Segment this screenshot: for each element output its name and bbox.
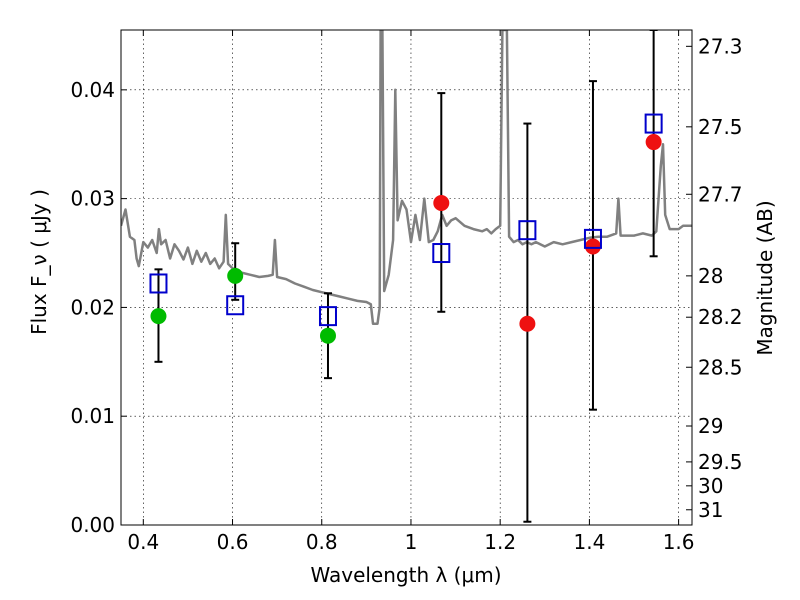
- y2-axis-label: Magnitude (AB): [753, 200, 777, 355]
- y2-tick-label: 27.5: [698, 115, 743, 139]
- y-tick-label: 0.02: [70, 295, 115, 319]
- x-axis-label: Wavelength λ (μm): [310, 563, 501, 587]
- x-tick-label: 0.4: [127, 530, 159, 554]
- y2-tick-label: 28.5: [698, 355, 743, 379]
- model-point: [432, 243, 451, 264]
- x-tick-label: 1: [405, 530, 418, 554]
- x-tick-label: 1.4: [573, 530, 605, 554]
- data-point: [227, 267, 244, 284]
- y2-tick-label: 31: [698, 498, 723, 522]
- data-point: [319, 327, 336, 344]
- data-point: [433, 194, 450, 211]
- y2-tick-label: 28.2: [698, 305, 743, 329]
- data-point: [584, 238, 601, 255]
- y-axis-label: Flux F_ν ( μJy ): [27, 189, 51, 335]
- y2-tick-label: 29: [698, 414, 723, 438]
- y2-tick-label: 29.5: [698, 450, 743, 474]
- model-point: [644, 113, 663, 134]
- x-tick-label: 0.6: [217, 530, 249, 554]
- plot-area: [120, 29, 693, 526]
- y2-tick-label: 28: [698, 264, 723, 288]
- x-tick-label: 1.6: [663, 530, 695, 554]
- y-tick-label: 0.03: [70, 187, 115, 211]
- y-tick-label: 0.04: [70, 78, 115, 102]
- y2-tick-label: 30: [698, 474, 723, 498]
- model-point: [226, 295, 245, 316]
- x-tick-label: 0.8: [306, 530, 338, 554]
- model-point: [518, 220, 537, 241]
- x-tick-label: 1.2: [484, 530, 516, 554]
- model-point: [583, 228, 602, 249]
- model-point: [318, 306, 337, 327]
- y2-tick-label: 27.3: [698, 34, 743, 58]
- data-point: [519, 315, 536, 332]
- data-point: [645, 134, 662, 151]
- spectrum-line: [121, 30, 692, 325]
- model-point: [149, 273, 168, 294]
- data-point: [150, 308, 167, 325]
- y-tick-label: 0.01: [70, 404, 115, 428]
- y-tick-label: 0.00: [70, 513, 115, 537]
- y2-tick-label: 27.7: [698, 182, 743, 206]
